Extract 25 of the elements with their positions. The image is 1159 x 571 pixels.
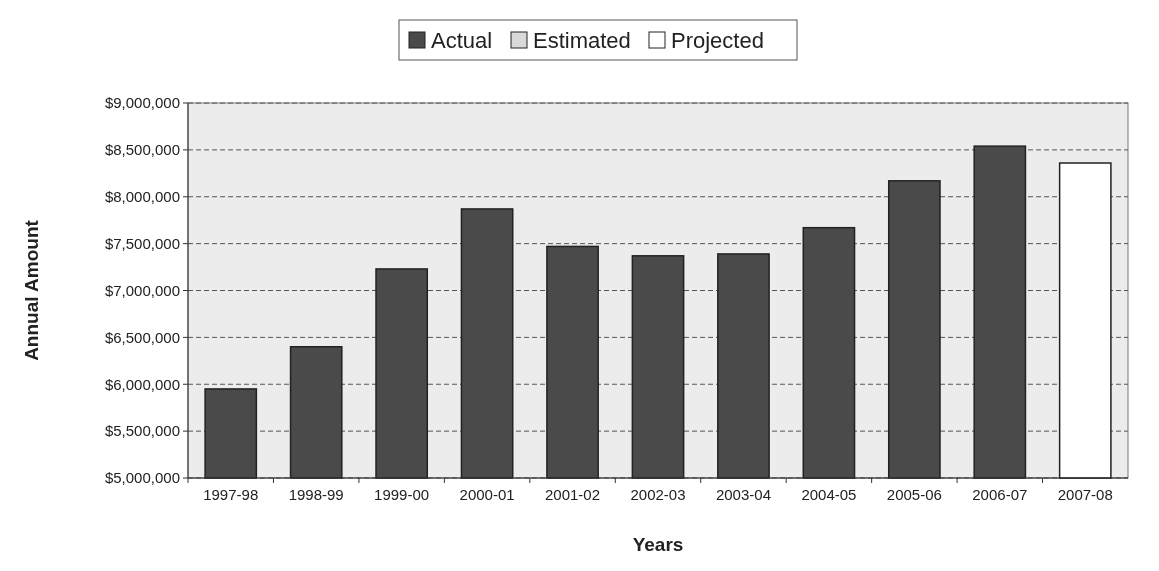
- y-tick-label: $6,500,000: [104, 328, 180, 346]
- x-tick-label: 1997-98: [203, 486, 259, 503]
- y-tick-label: $8,500,000: [104, 141, 180, 159]
- y-axis-title: Annual Amount: [21, 219, 42, 361]
- x-tick-label: 2003-04: [715, 486, 771, 503]
- x-tick-label: 2002-03: [630, 486, 686, 503]
- legend-label: Actual: [431, 27, 493, 53]
- legend-label: Projected: [671, 27, 764, 53]
- x-tick-label: 1998-99: [288, 486, 344, 503]
- y-tick-label: $9,000,000: [104, 94, 180, 112]
- y-tick-label: $5,500,000: [104, 422, 180, 440]
- legend-label: Estimated: [533, 27, 631, 53]
- x-tick-label: 2006-07: [972, 486, 1028, 503]
- y-tick-label: $7,000,000: [104, 281, 180, 299]
- x-axis-title: Years: [632, 534, 684, 555]
- x-tick-label: 2001-02: [545, 486, 601, 503]
- y-tick-label: $8,000,000: [104, 188, 180, 205]
- x-tick-label: 2000-01: [459, 486, 515, 503]
- y-tick-label: $6,000,000: [104, 375, 180, 393]
- x-tick-label: 2005-06: [886, 486, 942, 503]
- y-tick-label: $7,500,000: [104, 234, 180, 252]
- x-tick-label: 2004-05: [801, 486, 857, 503]
- x-tick-label: 1999-00: [374, 486, 430, 503]
- y-tick-label: $5,000,000: [104, 469, 180, 487]
- x-tick-label: 2007-08: [1057, 486, 1113, 503]
